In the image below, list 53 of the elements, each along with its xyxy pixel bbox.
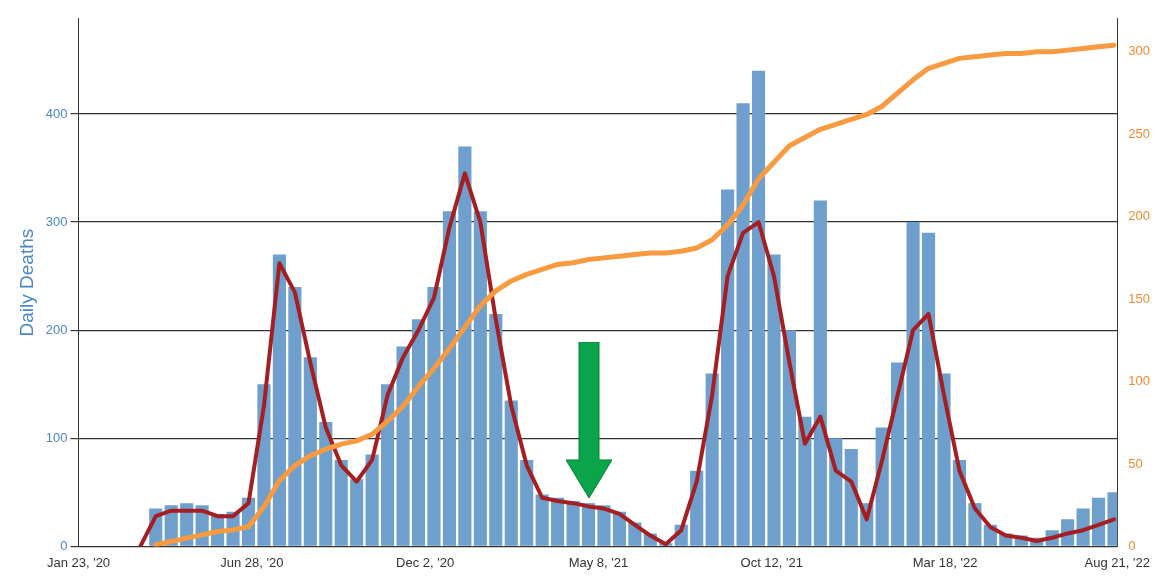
bar xyxy=(411,319,426,546)
x-tick-label: Jun 28, '20 xyxy=(220,554,284,570)
bar xyxy=(566,500,580,546)
bar xyxy=(504,400,518,546)
y-axis-title: Daily Deaths xyxy=(15,228,37,337)
bar xyxy=(489,313,503,546)
x-tick-label: Aug 21, '22 xyxy=(1084,554,1150,570)
x-tick-label: Dec 2, '20 xyxy=(396,554,455,570)
y2-tick-label: 100 xyxy=(1128,373,1151,389)
x-tick-label: Oct 12, '21 xyxy=(740,554,804,570)
y2-tick-label: 300 xyxy=(1128,43,1151,59)
y-tick-label: 300 xyxy=(45,213,68,229)
bar xyxy=(427,286,441,546)
bar xyxy=(937,373,951,546)
y2-tick-label: 250 xyxy=(1128,125,1151,141)
bar xyxy=(396,346,410,546)
bar xyxy=(520,459,534,546)
bar xyxy=(535,494,549,546)
bar xyxy=(581,503,596,546)
bar xyxy=(442,211,456,546)
bar xyxy=(813,200,827,546)
y-tick-label: 200 xyxy=(45,321,68,337)
bar xyxy=(288,286,302,546)
y2-tick-label: 150 xyxy=(1128,290,1151,306)
y2-tick-label: 0 xyxy=(1128,537,1136,553)
x-tick-label: May 8, '21 xyxy=(568,554,629,570)
x-tick-label: Mar 18, '22 xyxy=(912,554,978,570)
y-tick-label: 100 xyxy=(45,429,68,445)
bar xyxy=(844,449,858,546)
y2-tick-label: 200 xyxy=(1128,208,1151,224)
bar xyxy=(303,357,317,546)
bar xyxy=(767,254,781,546)
y-tick-label: 0 xyxy=(60,537,68,553)
bar xyxy=(891,362,905,546)
bar xyxy=(751,70,766,546)
y2-tick-label: 50 xyxy=(1128,455,1143,471)
bar xyxy=(829,438,843,546)
y-tick-label: 400 xyxy=(45,105,68,121)
x-tick-label: Jan 23, '20 xyxy=(46,554,111,570)
bar xyxy=(1091,497,1106,546)
bar xyxy=(721,189,735,546)
bar xyxy=(551,497,565,546)
bar xyxy=(334,459,348,546)
bar xyxy=(458,146,472,546)
bar xyxy=(921,232,936,546)
bar xyxy=(736,103,750,546)
bar xyxy=(473,211,487,546)
bar xyxy=(365,454,379,546)
bar xyxy=(906,222,920,546)
bar xyxy=(782,330,796,546)
bar xyxy=(798,416,812,546)
bar xyxy=(350,479,364,546)
bar xyxy=(319,422,333,546)
